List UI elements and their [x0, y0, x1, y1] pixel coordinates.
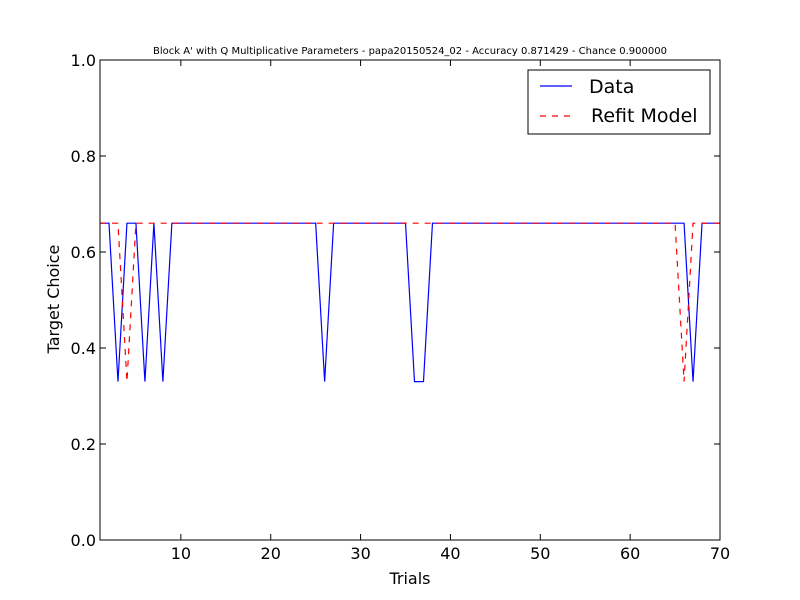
y-tick-label: 0.6	[71, 243, 96, 262]
y-tick-label: 0.0	[71, 531, 96, 550]
series-line-data	[100, 222, 720, 383]
legend-label-refit-model: Refit Model	[591, 105, 698, 127]
chart-title: Block A' with Q Multiplicative Parameter…	[153, 46, 667, 57]
legend: Data Refit Model	[527, 69, 711, 135]
x-tick-label: 20	[261, 544, 281, 563]
y-tick-label: 0.4	[71, 339, 96, 358]
x-tick-label: 40	[440, 544, 460, 563]
legend-frame	[527, 69, 711, 135]
y-axis-label: Target Choice	[44, 245, 63, 355]
x-tick-label: 10	[171, 544, 191, 563]
y-tick-label: 0.2	[71, 435, 96, 454]
legend-label-data: Data	[589, 76, 634, 98]
x-axis-label: Trials	[388, 569, 430, 588]
x-tick-label: 50	[530, 544, 550, 563]
x-tick-label: 60	[620, 544, 640, 563]
y-tick-label: 1.0	[71, 51, 96, 70]
y-tick-label: 0.8	[71, 147, 96, 166]
x-tick-label: 70	[710, 544, 730, 563]
plot-area: 10 20 30 40 50 60 70 0.0 0.2 0.4 0.6 0.8 1.0	[71, 51, 731, 563]
series-line-refit-model	[100, 222, 720, 382]
x-tick-label: 30	[350, 544, 370, 563]
plot-frame	[99, 59, 721, 541]
